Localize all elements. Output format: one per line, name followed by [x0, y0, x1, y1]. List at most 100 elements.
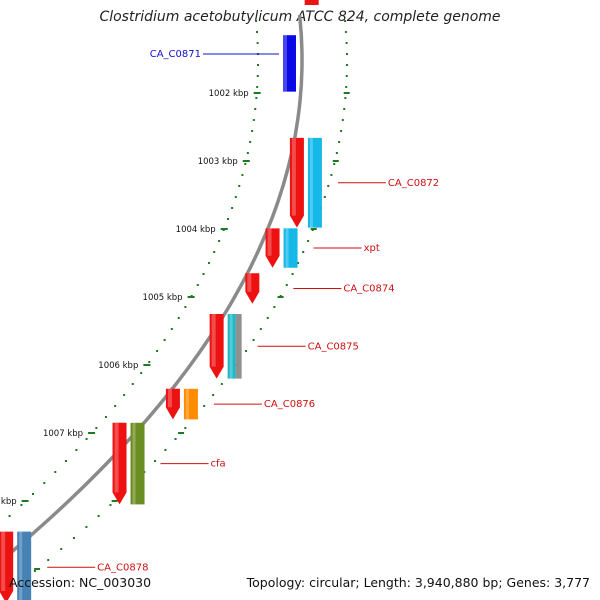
tick-rail-dot [65, 460, 67, 462]
inner-rail-dot [302, 251, 305, 253]
tick-rail-dot [256, 42, 259, 44]
kbp-tick [242, 160, 250, 162]
tick-rail-dot [177, 317, 180, 319]
inner-rail-dot [85, 526, 88, 528]
tick-rail-dot [238, 185, 241, 187]
tick-rail-dot [231, 207, 234, 209]
inner-rail-dot [330, 174, 333, 176]
gene-highlight [167, 388, 172, 408]
kbp-tick [88, 432, 96, 434]
gene-highlight [309, 137, 313, 228]
gene-label-CA_C0871: CA_C0871 [150, 49, 201, 60]
inner-rail-dot [327, 185, 330, 187]
tick-rail-dot [123, 394, 126, 396]
inner-tick [34, 568, 41, 570]
inner-rail-dot [345, 86, 348, 88]
tick-rail-dot [249, 141, 252, 143]
inner-rail-dot [297, 262, 300, 264]
inner-rail-dot [220, 383, 223, 385]
inner-rail-dot [203, 405, 206, 407]
forward-gene-CA_C0878 [0, 531, 14, 600]
tick-rail-dot [208, 262, 211, 264]
cog-block-cfa [130, 422, 145, 505]
tick-rail-dot [131, 383, 134, 385]
inner-rail-dot [344, 20, 347, 22]
tick-rail-dot [244, 163, 247, 165]
inner-rail-dot [154, 460, 156, 462]
tick-rail-dot [140, 372, 143, 374]
tick-rail-dot [43, 482, 46, 484]
forward-gene-cfa [112, 422, 127, 505]
inner-rail-dot [184, 427, 187, 429]
inner-rail-dot [345, 75, 348, 77]
kbp-tick-label: 1002 kbp [209, 89, 249, 99]
forward-gene-CA_C0874 [245, 273, 260, 304]
inner-tick [178, 432, 185, 434]
tick-rail-dot [256, 86, 259, 88]
forward-gene-fragment [304, 0, 319, 5]
tick-rail-dot [32, 493, 35, 495]
inner-rail-dot [212, 394, 215, 396]
inner-tick [310, 228, 317, 230]
tick-rail-dot [8, 515, 11, 517]
kbp-tick [220, 228, 228, 230]
tick-rail-dot [254, 108, 257, 110]
tick-rail-dot [251, 130, 254, 132]
inner-rail-dot [323, 196, 326, 198]
tick-rail-dot [246, 152, 249, 154]
gene-highlight [1, 531, 6, 591]
inner-rail-dot [285, 284, 288, 286]
tick-rail-dot [75, 449, 78, 451]
kbp-tick [21, 500, 29, 502]
genome-backbone [0, 14, 304, 564]
gene-highlight [185, 388, 189, 420]
inner-rail-dot [341, 119, 344, 121]
inner-tick [332, 160, 339, 162]
forward-gene-CA_C0875 [209, 314, 224, 379]
tick-rail-dot [95, 427, 98, 429]
kbp-tick-label: 1006 kbp [98, 361, 138, 371]
tick-rail-dot [184, 306, 187, 308]
cog-block-CA_C0875 [227, 314, 236, 379]
gene-label-cfa: cfa [211, 459, 226, 470]
gene-label-xpt: xpt [364, 243, 380, 254]
kbp-tick [253, 92, 261, 94]
cog-block-secondary-CA_C0875 [235, 314, 242, 379]
tick-rail-dot [234, 196, 237, 198]
forward-gene-CA_C0872 [289, 137, 304, 228]
tick-rail-dot [255, 97, 258, 99]
forward-gene-xpt [265, 228, 280, 268]
inner-rail-dot [340, 130, 343, 132]
gene-highlight [267, 228, 272, 256]
gene-highlight [114, 422, 119, 493]
inner-rail-dot [273, 306, 276, 308]
inner-tick [343, 92, 350, 94]
kbp-tick-label: 1003 kbp [198, 157, 238, 167]
inner-rail-dot [164, 449, 167, 451]
inner-rail-dot [259, 328, 262, 330]
reverse-gene-CA_C0871 [282, 35, 296, 92]
gene-highlight [282, 35, 287, 92]
tick-rail-dot [156, 350, 159, 352]
tick-rail-dot [148, 361, 151, 363]
kbp-tick-label: 1008 kbp [0, 497, 17, 507]
cog-block-CA_C0878 [17, 531, 32, 600]
inner-rail-dot [333, 163, 336, 165]
inner-tick [111, 500, 118, 502]
gene-label-CA_C0874: CA_C0874 [343, 284, 394, 295]
tick-rail-dot [213, 251, 216, 253]
gene-label-CA_C0876: CA_C0876 [264, 399, 315, 410]
inner-rail-dot [345, 53, 348, 55]
kbp-tick-label: 1005 kbp [143, 293, 183, 303]
forward-gene-CA_C0876 [165, 388, 180, 420]
inner-rail-dot [72, 537, 75, 539]
tick-rail-dot [256, 75, 259, 77]
kbp-tick-label: 1007 kbp [43, 429, 83, 439]
inner-rail-dot [291, 273, 294, 275]
inner-tick [277, 296, 284, 298]
inner-rail-dot [33, 570, 36, 572]
inner-rail-dot [109, 504, 112, 506]
tick-rail-dot [255, 31, 258, 33]
tick-rail-dot [255, 20, 258, 22]
inner-rail-dot [338, 141, 341, 143]
